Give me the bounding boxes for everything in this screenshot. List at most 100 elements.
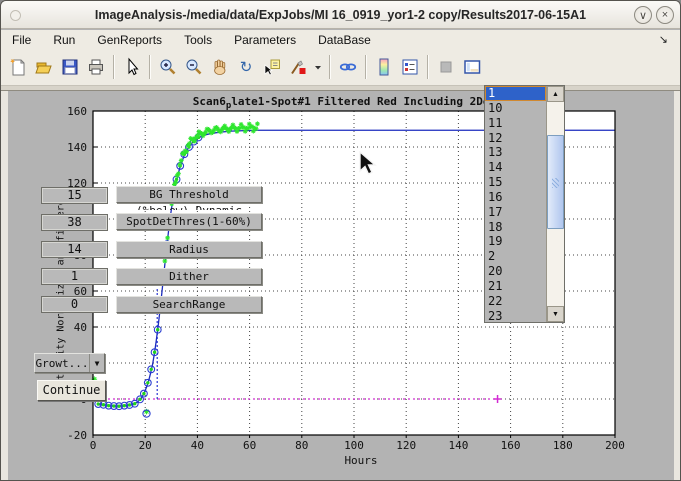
triangle-down-icon: ▼ — [552, 310, 559, 318]
brush-icon[interactable] — [286, 55, 310, 79]
plot-tools-icon[interactable] — [460, 55, 484, 79]
growth-dropdown[interactable]: Growt... ▼ — [34, 353, 105, 373]
list-item-14[interactable]: 14 — [488, 160, 503, 175]
chevron-down-icon: ▼ — [89, 354, 104, 372]
zoom-out-icon[interactable] — [182, 55, 206, 79]
searchrange-field[interactable]: 0 — [41, 296, 108, 313]
toolbar-separator — [427, 55, 429, 79]
triangle-up-icon: ▲ — [552, 90, 559, 98]
list-item-22[interactable]: 22 — [488, 293, 503, 308]
pan-hand-icon[interactable] — [208, 55, 232, 79]
list-item-17[interactable]: 17 — [488, 204, 503, 219]
chevron-down-icon: ∨ — [638, 9, 648, 22]
spotdetthres-button[interactable]: SpotDetThres(1-60%) — [116, 213, 262, 230]
disabled-square-icon — [434, 55, 458, 79]
spotdetthres-field[interactable]: 38 — [41, 214, 108, 231]
list-item-1[interactable]: 1 — [485, 86, 546, 101]
spot-list[interactable]: 1 10 11 12 13 14 15 16 17 18 19 2 20 21 22 23 — [485, 86, 546, 322]
x-tick-label: 180 — [552, 439, 573, 452]
x-tick-label: 200 — [605, 439, 625, 452]
x-tick-label: 100 — [344, 439, 364, 452]
window-menu-icon[interactable] — [10, 10, 21, 21]
plot-title: Scan6plate1-Spot#1 Filtered Red Includin… — [192, 95, 530, 112]
close-icon: × — [661, 9, 669, 21]
menu-item-parameters[interactable]: Parameters — [234, 32, 297, 47]
data-tip-icon[interactable] — [260, 55, 284, 79]
menu-item-genreports[interactable]: GenReports — [97, 32, 163, 47]
rotate-3d-icon[interactable]: ↻ — [234, 55, 258, 79]
cursor-arrow-icon[interactable] — [120, 55, 144, 79]
listbox-scrollbar[interactable]: ▲ ▼ — [546, 86, 564, 322]
toolbar-separator — [1, 85, 680, 91]
x-tick-label: 160 — [500, 439, 521, 452]
x-tick-label: 80 — [295, 439, 309, 452]
list-item-10[interactable]: 10 — [488, 100, 503, 115]
x-tick-label: 40 — [190, 439, 205, 452]
y-tick-label: 60 — [73, 284, 87, 298]
spot-listbox[interactable]: 1 10 11 12 13 14 15 16 17 18 19 2 20 21 22 23 ▲ ▼ — [484, 85, 565, 323]
searchrange-button[interactable]: SearchRange — [116, 296, 262, 313]
brush-caret-icon[interactable] — [312, 55, 324, 79]
figure-canvas: Scan6plate1-Spot#1 Filtered Red Includin… — [8, 85, 674, 480]
minimize-button[interactable]: ∨ — [634, 6, 652, 24]
y-tick-label: -20 — [67, 428, 87, 442]
x-tick-label: 20 — [138, 439, 152, 452]
window-title: ImageAnalysis-/media/data/ExpJobs/MI 16_… — [94, 7, 587, 22]
dither-button[interactable]: Dither — [116, 268, 262, 285]
list-item-21[interactable]: 21 — [488, 278, 503, 293]
scrollbar-track[interactable] — [547, 102, 564, 306]
bg-threshold-button[interactable]: BG Threshold — [116, 186, 262, 203]
continue-button[interactable]: Continue — [37, 380, 106, 401]
list-item-2[interactable]: 2 — [488, 249, 496, 264]
title-bar[interactable]: ImageAnalysis-/media/data/ExpJobs/MI 16_… — [1, 1, 680, 29]
legend-icon[interactable] — [398, 55, 422, 79]
toolbar-separator — [113, 55, 115, 79]
print-icon[interactable] — [84, 55, 108, 79]
menu-item-file[interactable]: File — [12, 32, 32, 47]
save-icon[interactable] — [58, 55, 82, 79]
dither-field[interactable]: 1 — [41, 268, 108, 285]
y-tick-label: 140 — [67, 140, 87, 154]
scroll-up-button[interactable]: ▲ — [547, 86, 564, 102]
y-tick-label: 160 — [67, 104, 87, 118]
svg-text:↻: ↻ — [240, 58, 253, 76]
list-item-18[interactable]: 18 — [488, 219, 503, 234]
menu-overflow-icon[interactable]: ↘ — [658, 34, 668, 46]
x-tick-label: 60 — [242, 439, 257, 452]
growth-curve-plot — [91, 110, 616, 438]
radius-button[interactable]: Radius — [116, 241, 262, 258]
menu-bar: File Run GenReports Tools Parameters DataBase… — [1, 30, 680, 49]
new-file-icon[interactable] — [6, 55, 30, 79]
y-tick-label: 40 — [73, 320, 87, 334]
zoom-in-icon[interactable] — [156, 55, 180, 79]
list-item-19[interactable]: 19 — [488, 234, 503, 249]
x-tick-label: 0 — [89, 439, 97, 452]
x-axis-label: Hours — [344, 454, 378, 467]
list-item-11[interactable]: 11 — [488, 115, 503, 130]
bg-threshold-field[interactable]: 15 — [41, 187, 108, 204]
list-item-12[interactable]: 12 — [488, 130, 503, 145]
y-tick-label: 120 — [67, 176, 87, 190]
colorbar-icon[interactable] — [372, 55, 396, 79]
figure-area: Scan6plate1-Spot#1 Filtered Red Includin… — [1, 85, 680, 480]
list-item-20[interactable]: 20 — [488, 264, 503, 279]
list-item-15[interactable]: 15 — [488, 175, 503, 190]
menu-item-database[interactable]: DataBase — [318, 32, 371, 47]
x-tick-label: 140 — [448, 439, 469, 452]
list-item-16[interactable]: 16 — [488, 189, 503, 204]
scrollbar-thumb[interactable] — [547, 135, 564, 229]
list-item-23[interactable]: 23 — [488, 308, 503, 322]
scroll-down-button[interactable]: ▼ — [547, 306, 564, 322]
open-folder-icon[interactable] — [32, 55, 56, 79]
link-plots-icon[interactable] — [336, 55, 360, 79]
menu-item-run[interactable]: Run — [53, 32, 76, 47]
mouse-cursor-arrow — [359, 151, 377, 175]
menu-item-tools[interactable]: Tools — [184, 32, 213, 47]
x-tick-label: 120 — [396, 439, 417, 452]
close-button[interactable]: × — [656, 6, 674, 24]
list-item-13[interactable]: 13 — [488, 145, 503, 160]
radius-field[interactable]: 14 — [41, 241, 108, 258]
toolbar-separator — [329, 55, 331, 79]
growth-dropdown-label: Growt... — [35, 356, 89, 370]
